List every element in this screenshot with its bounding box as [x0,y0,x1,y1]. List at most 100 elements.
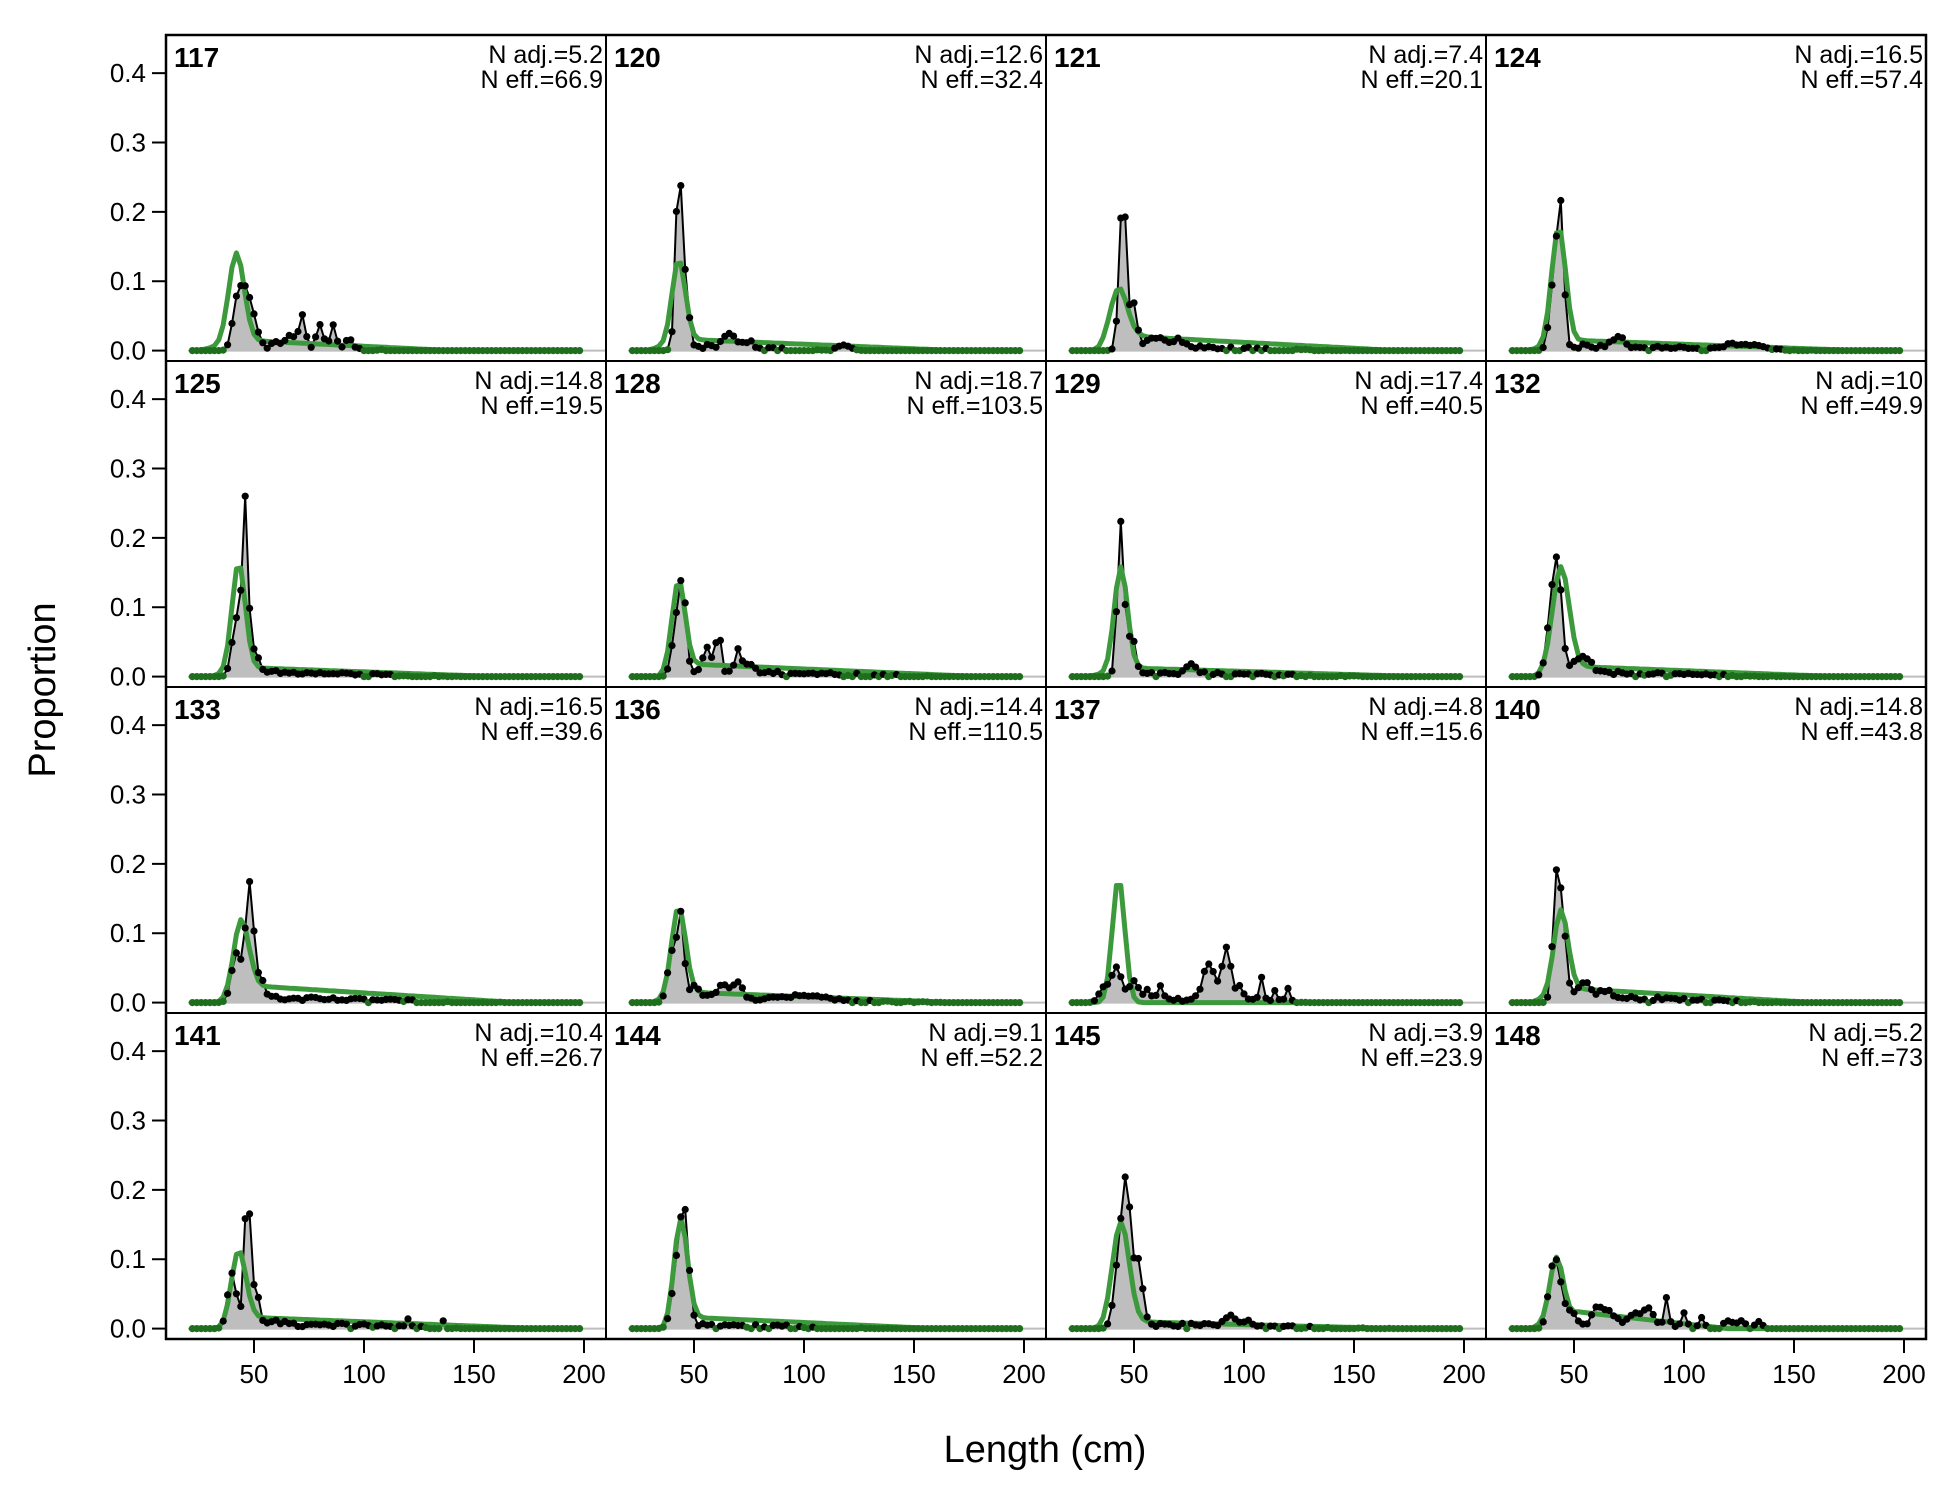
observed-point [1601,343,1609,351]
observed-point [1192,992,1200,1000]
observed-point [1896,347,1904,355]
observed-point [1126,632,1134,640]
observed-point [712,343,720,351]
observed-area [192,496,580,677]
observed-point [664,665,672,673]
observed-point [668,1289,676,1298]
n-adj-label: N adj.=5.2 [488,41,603,69]
n-adj-label: N adj.=3.9 [1368,1019,1483,1047]
observed-point [1112,1261,1120,1269]
y-tick-label: 0.0 [110,662,146,692]
observed-point [1588,1311,1596,1319]
n-adj-label: N adj.=10 [1815,367,1923,395]
n-adj-label: N adj.=17.4 [1354,367,1483,395]
observed-point [1240,990,1248,998]
observed-point [241,924,249,932]
observed-point [241,492,249,500]
observed-point [1090,997,1098,1005]
observed-point [1539,998,1547,1007]
observed-point [677,907,685,915]
observed-area [1072,521,1460,677]
observed-point [1196,985,1204,993]
observed-point [1104,980,1112,988]
observed-point [703,643,711,651]
observed-point [1214,977,1222,985]
n-eff-label: N eff.=32.4 [920,66,1043,94]
observed-point [1896,1325,1904,1333]
observed-point [1544,624,1552,632]
panel-label: 125 [174,368,221,399]
y-tick-label: 0.1 [110,592,146,622]
observed-area [632,1209,1020,1329]
x-tick-label: 50 [1560,1359,1589,1389]
observed-point [690,1311,698,1319]
observed-point [1618,334,1626,342]
axes-layer: 0.0 0.1 0.2 0.3 0.4 0.0 0.1 0.2 0.3 0.4 0.0 0.1 0.2 0… [110,33,1928,1389]
observed-point [1266,996,1274,1005]
observed-point [1200,967,1208,976]
observed-point [259,339,267,347]
panel-133: 133 N adj.=16.5N eff.=39.6 [165,686,607,1014]
observed-point [246,604,254,612]
n-adj-label: N adj.=14.8 [474,367,603,395]
observed-point [1134,326,1142,334]
observed-point [219,346,227,354]
n-eff-label: N eff.=19.5 [480,392,603,420]
observed-point [1156,982,1164,990]
observed-point [734,978,742,986]
observed-point [1605,986,1613,995]
observed-point [664,346,672,354]
observed-point [232,614,240,622]
observed-point [254,654,262,662]
observed-point [1574,984,1582,992]
x-tick-label: 50 [240,1359,269,1389]
observed-point [576,673,584,681]
observed-point [246,878,254,886]
observed-point [1896,999,1904,1007]
observed-point [298,311,306,319]
n-eff-label: N eff.=73 [1821,1044,1923,1072]
observed-point [672,933,681,941]
n-adj-label: N adj.=16.5 [474,693,603,721]
observed-point [677,577,685,585]
observed-point [1539,659,1547,667]
observed-point [712,988,720,997]
observed-point [228,638,236,647]
observed-point [241,282,249,290]
panel-label: 117 [174,42,219,73]
observed-point [1588,658,1596,666]
observed-point [1112,608,1120,616]
observed-point [1284,984,1292,993]
observed-point [1561,645,1569,653]
y-tick-label: 0.4 [110,384,146,414]
observed-area [1072,217,1460,351]
panel-label: 128 [614,368,661,399]
panel-129: 129 N adj.=17.4N eff.=40.5 [1045,360,1487,688]
observed-point [1253,993,1261,1001]
observed-point [1236,981,1244,990]
panel-145: 145 N adj.=3.9N eff.=23.9 [1045,1012,1487,1340]
x-tick-label: 150 [892,1359,935,1389]
observed-point [659,1323,667,1331]
observed-area [632,580,1020,677]
x-axis-title: Length (cm) [944,1429,1147,1471]
panel-label: 120 [614,42,661,73]
panel-121: 121 N adj.=7.4N eff.=20.1 [1045,34,1487,362]
observed-point [237,955,245,963]
observed-point [1121,213,1129,221]
observed-point [681,265,689,273]
n-adj-label: N adj.=7.4 [1368,41,1483,69]
observed-point [1200,668,1208,676]
n-eff-label: N eff.=52.2 [920,1044,1043,1072]
observed-point [1588,986,1596,994]
n-eff-label: N eff.=23.9 [1360,1044,1483,1072]
panel-141: 141 N adj.=10.4N eff.=26.7 [165,1012,607,1340]
x-tick-label: 200 [1882,1359,1925,1389]
panel-label: 137 [1054,694,1101,725]
x-tick-label: 150 [452,1359,495,1389]
observed-point [347,336,355,344]
observed-point [1108,1301,1116,1309]
n-adj-label: N adj.=9.1 [928,1019,1043,1047]
observed-point [1126,983,1134,991]
